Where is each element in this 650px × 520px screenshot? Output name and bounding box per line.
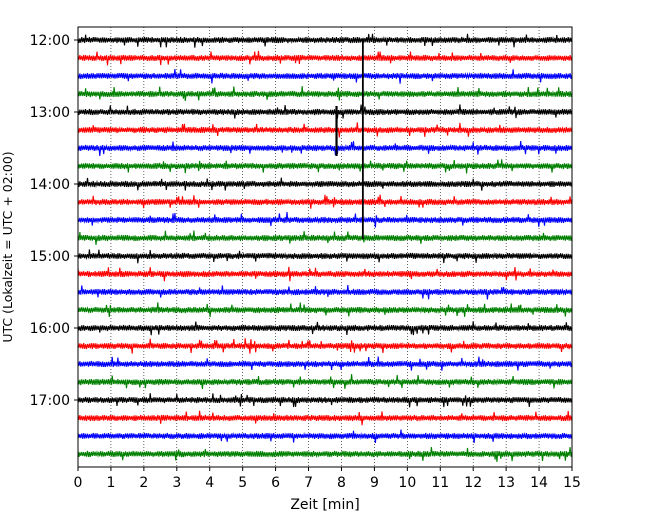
x-tick-label: 1 <box>106 475 115 491</box>
trace-16-30 <box>77 356 573 371</box>
trace-16-45 <box>77 374 573 389</box>
x-tick-label: 11 <box>431 475 449 491</box>
y-tick-label: 14:00 <box>30 177 70 193</box>
y-tick-label: 16:00 <box>30 321 70 337</box>
grid-lines <box>110 27 540 467</box>
trace-17-30 <box>77 429 573 444</box>
trace-12-45 <box>77 86 573 101</box>
trace-17-15 <box>77 410 573 426</box>
y-tick-label: 15:00 <box>30 249 70 265</box>
trace-13-00 <box>77 104 573 119</box>
x-tick-label: 10 <box>398 475 416 491</box>
trace-15-45 <box>77 302 573 318</box>
y-tick-label: 13:00 <box>30 105 70 121</box>
x-tick-label: 4 <box>205 475 214 491</box>
trace-12-30 <box>77 69 573 84</box>
trace-13-30 <box>77 141 573 156</box>
x-tick-label: 12 <box>464 475 482 491</box>
trace-15-30 <box>77 284 573 300</box>
x-tick-label: 7 <box>304 475 313 491</box>
trace-17-00 <box>77 393 573 408</box>
y-axis-label: UTC (Lokalzeit = UTC + 02:00) <box>0 151 15 342</box>
y-tick-label: 12:00 <box>30 33 70 49</box>
trace-14-30 <box>77 212 573 228</box>
trace-13-15 <box>77 122 573 138</box>
x-axis-label: Zeit [min] <box>290 497 359 513</box>
trace-14-45 <box>77 230 573 245</box>
trace-15-00 <box>77 249 573 264</box>
x-tick-label: 5 <box>238 475 247 491</box>
trace-12-00 <box>77 33 573 48</box>
trace-16-15 <box>77 338 573 354</box>
x-tick-label: 9 <box>370 475 379 491</box>
y-tick-label: 17:00 <box>30 393 70 409</box>
x-tick-label: 0 <box>74 475 83 491</box>
trace-12-15 <box>77 50 573 66</box>
trace-16-00 <box>77 321 573 336</box>
x-tick-label: 13 <box>497 475 515 491</box>
trace-15-15 <box>77 266 573 282</box>
x-tick-label: 8 <box>337 475 346 491</box>
x-tick-label: 15 <box>563 475 581 491</box>
trace-group <box>77 33 573 462</box>
trace-17-45 <box>77 446 573 462</box>
plot-frame <box>77 26 573 468</box>
event-group <box>335 39 364 239</box>
x-tick-label: 3 <box>172 475 181 491</box>
x-tick-label: 6 <box>271 475 280 491</box>
trace-14-00 <box>77 177 573 191</box>
x-tick-label: 14 <box>530 475 548 491</box>
x-tick-label: 2 <box>139 475 148 491</box>
trace-14-15 <box>77 194 573 209</box>
trace-13-45 <box>77 159 573 174</box>
x-axis-ticks: 0 1 2 3 4 5 6 7 8 9 10 11 12 13 14 15 <box>74 467 581 491</box>
y-axis-ticks: 12:00 13:00 14:00 15:00 16:00 17:00 <box>30 33 78 409</box>
